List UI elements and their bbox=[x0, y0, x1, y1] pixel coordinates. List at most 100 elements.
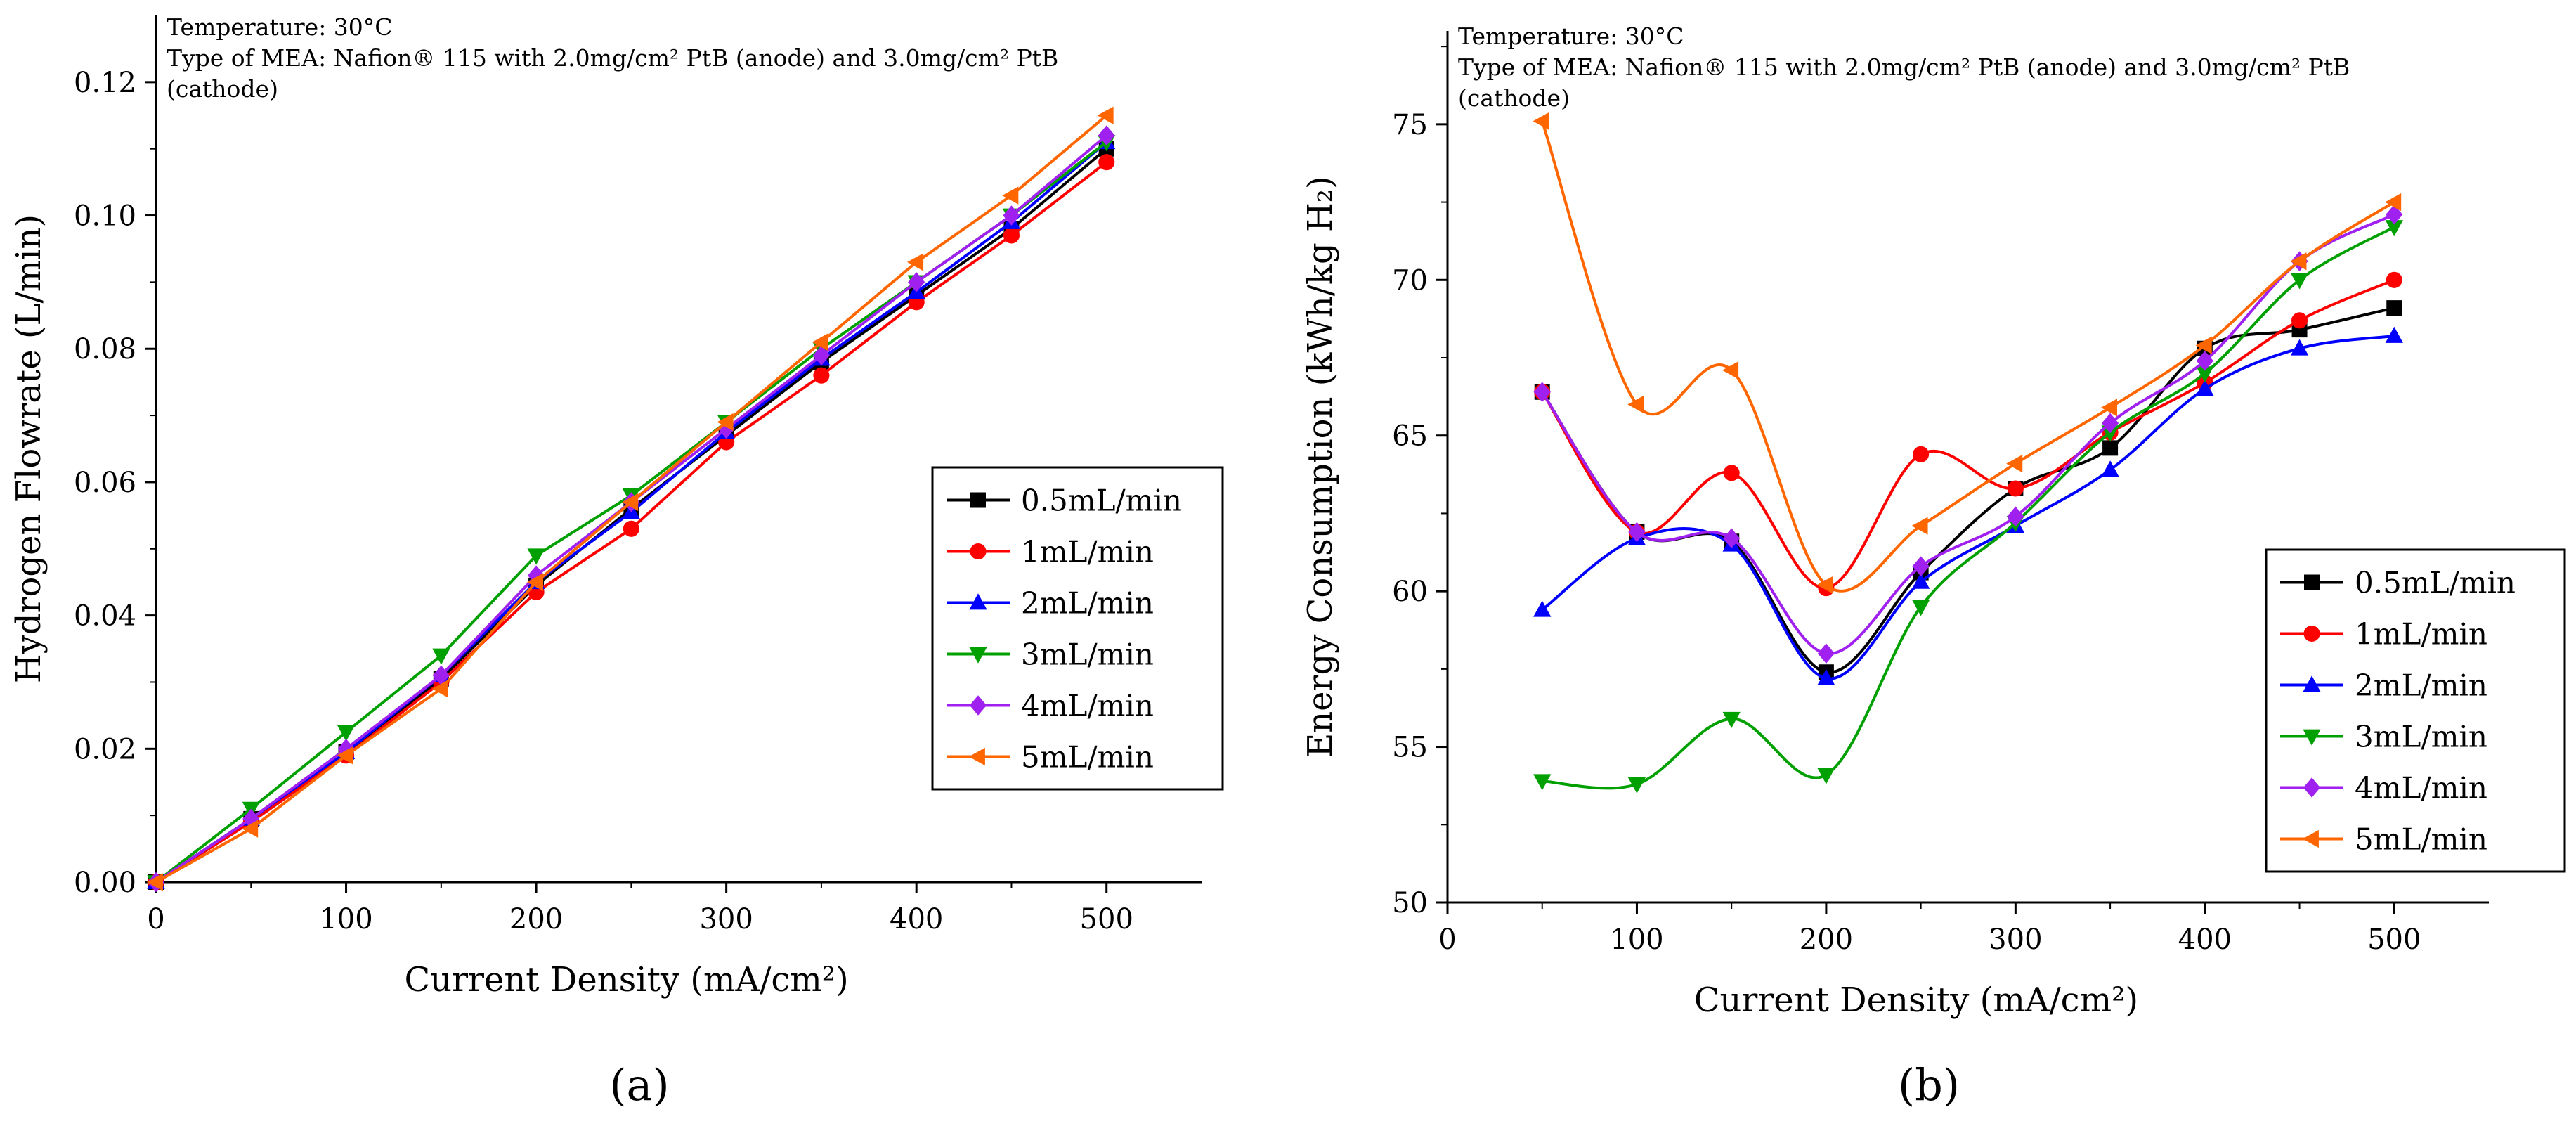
x-tick-label: 500 bbox=[2367, 924, 2421, 956]
legend-marker bbox=[968, 747, 985, 766]
data-point bbox=[1533, 112, 1549, 131]
panel-label-b: (b) bbox=[1898, 1059, 1960, 1111]
data-point bbox=[2101, 460, 2119, 477]
data-point bbox=[431, 680, 448, 698]
series-1mL/min bbox=[1534, 271, 2402, 597]
y-tick-label: 0.08 bbox=[74, 333, 136, 365]
legend-label: 1mL/min bbox=[1021, 535, 1154, 569]
legend-marker bbox=[970, 543, 987, 560]
data-point bbox=[2290, 252, 2307, 271]
data-point bbox=[1817, 643, 1835, 664]
data-point bbox=[1911, 517, 1928, 535]
data-point bbox=[242, 808, 260, 829]
y-tick-label: 0.00 bbox=[74, 867, 136, 899]
data-point bbox=[337, 746, 353, 765]
legend-label: 3mL/min bbox=[1021, 638, 1154, 672]
x-axis-label: Current Density (mA/cm²) bbox=[404, 960, 848, 999]
legend-label: 3mL/min bbox=[2355, 720, 2487, 754]
y-tick-label: 75 bbox=[1392, 109, 1428, 141]
data-point bbox=[2196, 366, 2214, 383]
data-point bbox=[2290, 273, 2309, 290]
data-point bbox=[527, 548, 545, 565]
annotation-line: (cathode) bbox=[1458, 84, 1570, 112]
legend-marker bbox=[2303, 729, 2321, 746]
data-point bbox=[1722, 361, 1739, 380]
y-tick-label: 60 bbox=[1392, 576, 1428, 608]
series-line bbox=[1541, 335, 2395, 680]
data-point bbox=[717, 413, 734, 432]
data-point bbox=[1911, 600, 1930, 616]
data-point bbox=[1098, 154, 1115, 171]
x-tick-label: 0 bbox=[147, 903, 164, 936]
data-point bbox=[526, 573, 543, 591]
data-point bbox=[2196, 351, 2213, 371]
data-point bbox=[1628, 522, 1646, 543]
data-point bbox=[1002, 186, 1019, 205]
y-tick-label: 0.04 bbox=[74, 600, 136, 633]
legend-label: 1mL/min bbox=[2355, 617, 2487, 652]
legend-label: 2mL/min bbox=[2355, 668, 2487, 703]
y-tick-label: 55 bbox=[1392, 732, 1428, 764]
data-point bbox=[337, 725, 356, 742]
data-point bbox=[1817, 668, 1835, 686]
legend-marker bbox=[969, 593, 987, 610]
y-tick-label: 0.10 bbox=[74, 200, 136, 233]
chart-a: 0 100 200 300 400 500 0.00 0.02 0.04 0.06 0.08 0.10… bbox=[9, 13, 1224, 999]
data-point bbox=[2195, 336, 2212, 354]
legend-marker bbox=[969, 647, 987, 664]
legend-label: 5mL/min bbox=[1021, 740, 1154, 775]
legend-marker bbox=[2304, 574, 2320, 590]
chart-b: 0 100 200 300 400 500 50 55 60 65 70 75 Current Dens… bbox=[1301, 22, 2566, 1020]
data-point bbox=[2102, 440, 2119, 456]
y-tick-label: 0.12 bbox=[74, 67, 136, 99]
data-point bbox=[1098, 125, 1115, 146]
x-axis-label: Current Density (mA/cm²) bbox=[1694, 981, 2138, 1020]
x-tick-label: 500 bbox=[1080, 903, 1133, 936]
data-point bbox=[2385, 326, 2403, 343]
data-point bbox=[146, 873, 163, 891]
data-point bbox=[2007, 480, 2024, 497]
x-tick-label: 100 bbox=[1610, 924, 1663, 956]
series-5mL/min bbox=[1533, 112, 2402, 594]
data-point bbox=[2386, 271, 2402, 288]
data-point bbox=[813, 367, 830, 384]
data-point bbox=[2386, 300, 2402, 316]
data-point bbox=[622, 493, 639, 512]
panel-label-a: (a) bbox=[609, 1059, 669, 1111]
annotation-line: (cathode) bbox=[167, 75, 278, 103]
x-tick-label: 300 bbox=[1989, 924, 2042, 956]
data-point bbox=[1533, 774, 1552, 791]
y-tick-label: 70 bbox=[1392, 264, 1428, 297]
data-point bbox=[1723, 465, 1740, 481]
data-point bbox=[1722, 711, 1741, 728]
legend-marker bbox=[970, 492, 986, 508]
legend-box bbox=[2265, 548, 2566, 873]
data-point bbox=[1627, 395, 1644, 414]
annotation-line: Temperature: 30°C bbox=[1458, 22, 1684, 50]
legend-label: 2mL/min bbox=[1021, 586, 1154, 621]
data-point bbox=[242, 820, 259, 838]
data-point bbox=[432, 665, 450, 686]
y-axis-label: Hydrogen Flowrate (L/min) bbox=[9, 214, 48, 683]
data-point bbox=[812, 333, 828, 351]
y-tick-label: 0.02 bbox=[74, 733, 136, 765]
data-point bbox=[906, 253, 924, 271]
data-point bbox=[1816, 576, 1833, 594]
y-axis-label: Energy Consumption (kWh/kg H₂) bbox=[1301, 176, 1340, 758]
legend: 0.5mL/min 1mL/min 2mL/min 3mL/min 4mL/min 5mL… bbox=[931, 466, 1224, 791]
data-point bbox=[432, 648, 450, 665]
data-point bbox=[2100, 399, 2117, 417]
x-tick-label: 200 bbox=[1800, 924, 1853, 956]
series-5mL/min bbox=[146, 106, 1114, 891]
legend-label: 4mL/min bbox=[1021, 689, 1154, 723]
data-point bbox=[812, 345, 831, 366]
legend-marker bbox=[2302, 829, 2319, 848]
data-point bbox=[908, 272, 925, 292]
data-point bbox=[2290, 339, 2309, 356]
data-point bbox=[1723, 528, 1741, 549]
legend-marker bbox=[969, 695, 987, 716]
annotation-line: Temperature: 30°C bbox=[167, 13, 393, 41]
y-tick-label: 0.06 bbox=[74, 467, 136, 499]
x-tick-label: 400 bbox=[890, 903, 943, 936]
legend-label: 5mL/min bbox=[2355, 822, 2487, 857]
